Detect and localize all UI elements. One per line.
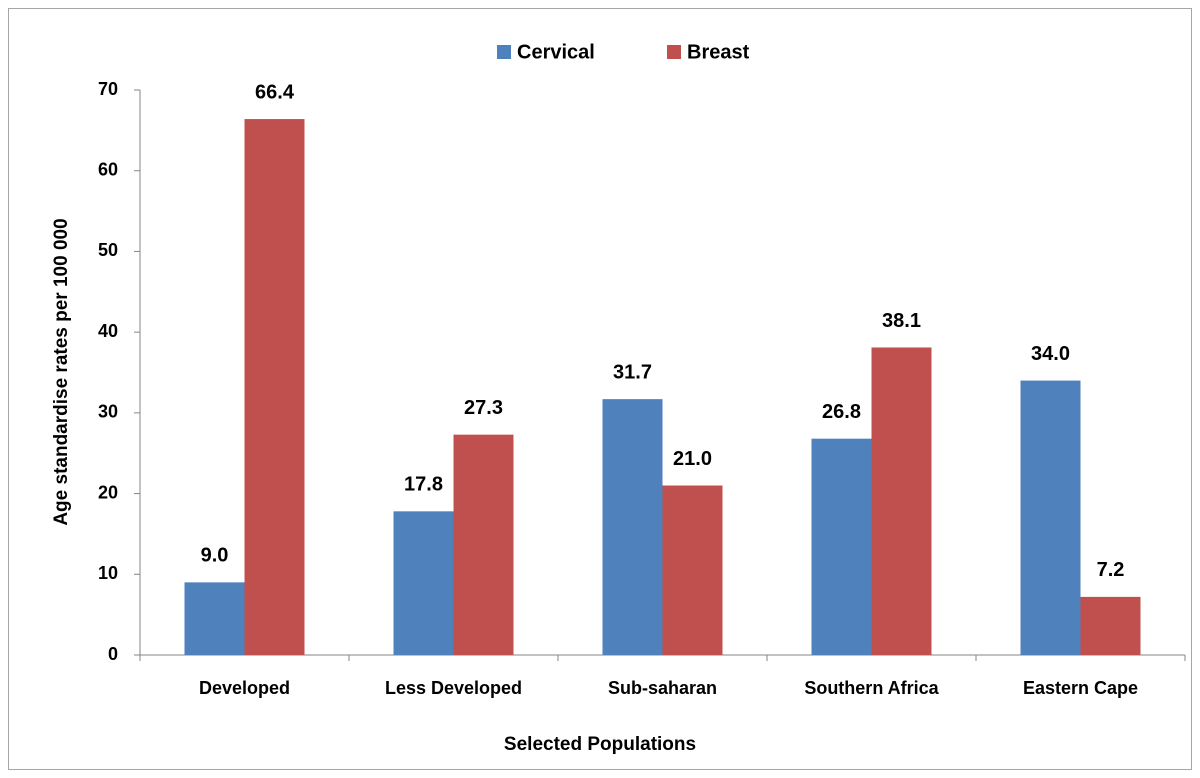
- x-tick-label: Eastern Cape: [1023, 678, 1138, 698]
- x-axis-title: Selected Populations: [504, 734, 696, 755]
- x-tick-label: Southern Africa: [804, 678, 939, 698]
- bar: [1020, 380, 1081, 655]
- bar: [662, 485, 723, 655]
- value-label: 9.0: [201, 545, 229, 567]
- bar: [184, 582, 245, 655]
- value-label: 66.4: [255, 81, 295, 103]
- y-tick-label: 40: [98, 321, 118, 341]
- value-label: 38.1: [882, 310, 921, 332]
- legend-label: Cervical: [517, 41, 595, 63]
- legend-swatch: [497, 45, 511, 59]
- y-tick-label: 70: [98, 79, 118, 99]
- y-tick-label: 50: [98, 240, 118, 260]
- bar: [871, 347, 932, 655]
- y-tick-label: 60: [98, 159, 118, 179]
- x-tick-label: Less Developed: [385, 678, 522, 698]
- value-label: 21.0: [673, 448, 712, 470]
- bar: [244, 119, 305, 656]
- legend-label: Breast: [687, 41, 750, 63]
- value-label: 34.0: [1031, 343, 1070, 365]
- bar: [1080, 596, 1141, 655]
- y-axis-title: Age standardise rates per 100 000: [51, 218, 72, 525]
- y-tick-label: 30: [98, 402, 118, 422]
- bar: [393, 511, 454, 655]
- x-tick-label: Sub-saharan: [608, 678, 717, 698]
- bar: [811, 438, 872, 655]
- value-label: 17.8: [404, 474, 443, 496]
- y-tick-label: 20: [98, 482, 118, 502]
- x-tick-label: Developed: [199, 678, 290, 698]
- y-tick-label: 10: [98, 563, 118, 583]
- bar: [602, 399, 663, 655]
- y-tick-label: 0: [108, 644, 118, 664]
- value-label: 31.7: [613, 361, 652, 383]
- value-label: 27.3: [464, 397, 503, 419]
- legend-swatch: [667, 45, 681, 59]
- value-label: 7.2: [1097, 559, 1125, 581]
- bar: [453, 434, 514, 655]
- value-label: 26.8: [822, 401, 861, 423]
